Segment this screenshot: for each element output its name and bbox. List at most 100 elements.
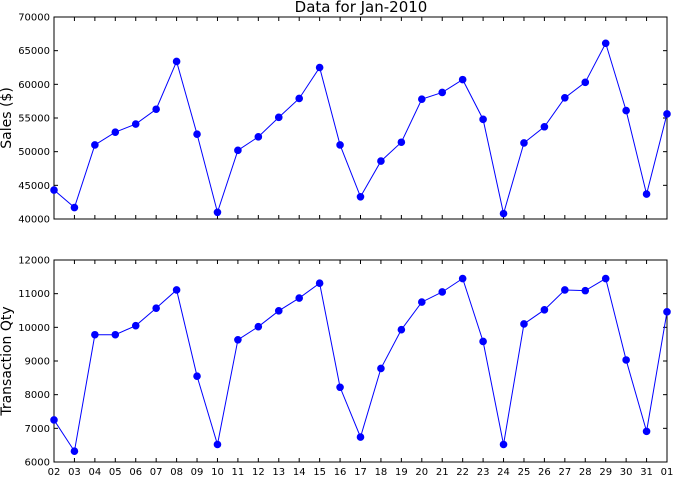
sales-data-point [295,94,304,103]
transaction-y-tick-label: 8000 [25,390,50,401]
x-tick-label: 28 [579,467,592,477]
sales-data-point [479,115,487,124]
sales-data-point [581,78,590,87]
x-tick-label: 11 [232,467,245,477]
sales-data-point [663,110,671,118]
transaction-data-point [418,298,426,306]
transaction-y-tick-label: 6000 [25,458,50,469]
sales-y-axis-label: Sales ($) [0,87,15,149]
x-tick-label: 07 [150,467,163,477]
transaction-data-point [193,372,201,380]
transaction-data-point [397,325,406,334]
sales-plot-area [53,16,668,220]
x-tick-label: 06 [129,467,142,477]
transaction-data-point [540,306,549,314]
transaction-data-point [50,416,58,424]
x-tick-label: 09 [191,467,204,477]
sales-y-tick-label: 65000 [18,46,50,57]
x-tick-label: 08 [170,467,183,477]
transaction-data-point [356,433,365,441]
sales-data-point [622,106,630,115]
sales-data-point [418,95,426,103]
transaction-data-point [111,330,120,339]
transaction-data-point [295,294,304,302]
sales-data-point [131,120,140,128]
x-tick-label: 10 [211,467,224,477]
sales-data-point [336,141,344,149]
sales-y-tick-label: 40000 [18,215,50,226]
x-tick-label: 21 [436,467,449,477]
sales-data-point [254,133,263,141]
transaction-y-tick-label: 7000 [25,424,50,435]
x-tick-label: 15 [313,467,326,477]
sales-data-point [315,63,324,72]
transaction-data-point [91,330,99,339]
x-tick-label: 18 [375,467,388,477]
sales-data-point [274,113,283,122]
sales-data-point [642,190,651,198]
transaction-data-point [499,440,508,449]
transaction-data-point [70,447,79,456]
sales-data-point [520,139,528,147]
transaction-data-point [131,321,140,330]
transaction-chart: Transaction Qty 6000 7000 8000 9000 10000 11 0… [0,256,673,477]
sales-data-point [377,157,385,165]
sales-data-point [70,203,79,212]
sales-data-point [499,209,508,218]
x-tick-label: 04 [88,467,101,477]
x-tick-label: 17 [354,467,367,477]
transaction-data-point [520,320,528,328]
x-tick-label: 02 [48,467,61,477]
transaction-y-tick-label: 9000 [25,357,50,368]
x-tick-label: 01 [661,467,673,477]
transaction-data-point [274,307,283,315]
transaction-data-point [152,304,160,312]
sales-y-ticks: 40000 45000 50000 55000 60000 65000 70000 [18,13,667,226]
sales-data-point [111,128,120,136]
transaction-data-point [581,286,590,295]
transaction-series [50,274,671,456]
sales-data-point [172,57,181,66]
transaction-data-point [213,440,222,449]
sales-y-tick-label: 55000 [18,114,50,125]
transaction-data-point [561,286,569,294]
x-tick-label: 24 [497,467,510,477]
sales-data-point [458,75,467,84]
transaction-data-point [172,286,181,294]
x-tick-label: 05 [109,467,122,477]
sales-data-point [438,88,447,97]
transaction-data-point [254,322,263,331]
x-tick-label: 26 [538,467,551,477]
x-tick-label: 29 [599,467,612,477]
x-tick-label: 25 [518,467,531,477]
transaction-data-point [336,383,344,392]
transaction-data-point [642,427,651,436]
x-tick-label: 23 [477,467,490,477]
sales-y-tick-label: 50000 [18,147,50,158]
x-tick-label: 14 [293,467,306,477]
sales-data-point [234,146,242,155]
sales-series [50,39,671,218]
sales-data-point [397,138,406,147]
x-tick-label: 30 [620,467,633,477]
x-tick-label: 27 [558,467,571,477]
sales-data-point [50,186,58,194]
transaction-y-tick-label: 12000 [18,256,50,267]
x-tick-label: 22 [456,467,469,477]
sales-data-point [561,94,569,102]
transaction-data-point [377,364,385,373]
sales-data-point [91,141,99,149]
x-tick-label: 31 [640,467,653,477]
sales-x-ticks [53,17,668,219]
transaction-y-tick-label: 10000 [18,323,50,334]
sales-data-point [356,192,365,201]
x-tick-label: 13 [272,467,285,477]
x-tick-label: 12 [252,467,265,477]
transaction-data-point [622,356,630,364]
x-tick-label: 16 [334,467,347,477]
x-tick-label: 03 [68,467,81,477]
transaction-series-line [53,277,668,453]
sales-y-tick-label: 60000 [18,80,50,91]
transaction-y-axis-label: Transaction Qty [0,306,15,416]
transaction-data-point [663,308,671,316]
